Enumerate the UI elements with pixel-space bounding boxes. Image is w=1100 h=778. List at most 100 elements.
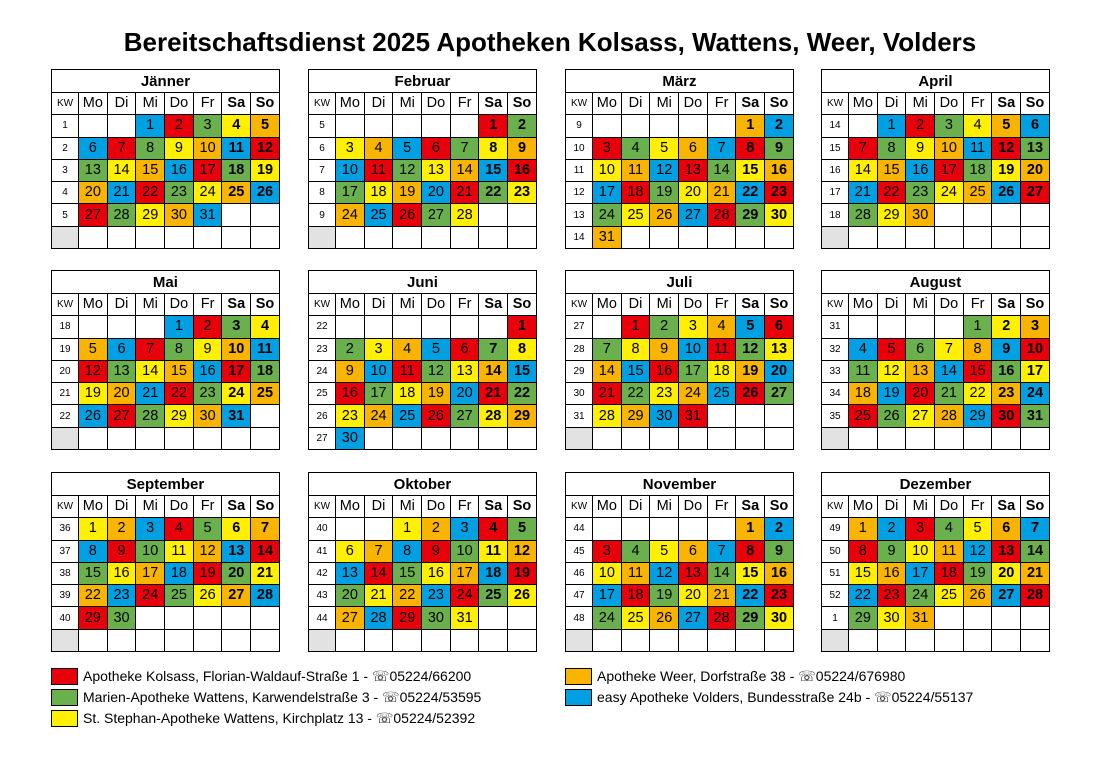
weekday-header: Fr: [706, 494, 737, 519]
week-number: 5: [51, 203, 79, 227]
day-cell: 22: [735, 181, 766, 205]
day-cell: 28: [1020, 584, 1050, 608]
day-cell: 3: [363, 337, 394, 361]
day-cell: 18: [250, 359, 280, 384]
weekday-header: Di: [106, 494, 137, 519]
day-cell: 15: [507, 359, 537, 384]
weekday-header: Di: [620, 91, 651, 116]
week-row: 36 1 2 3 4 5 6 7: [51, 517, 280, 541]
day-cell: 31: [678, 404, 708, 428]
empty-day-cell: [135, 426, 166, 451]
day-cell: 19: [962, 561, 993, 586]
day-cell: 23: [876, 584, 907, 608]
day-cell: 5: [962, 517, 993, 541]
empty-day-cell: [449, 225, 480, 250]
day-cell: 21: [449, 181, 480, 205]
week-number: 4: [51, 181, 79, 205]
day-cell: 22: [962, 382, 993, 406]
week-number: 40: [51, 606, 79, 630]
empty-day-cell: [421, 225, 451, 250]
week-number: [308, 225, 336, 250]
week-number: 8: [308, 181, 336, 205]
day-cell: 9: [649, 337, 680, 361]
empty-day-cell: [706, 114, 737, 138]
day-cell: 16: [905, 158, 936, 183]
week-number: 9: [308, 203, 336, 227]
day-cell: 23: [764, 181, 794, 205]
day-cell: 31: [592, 225, 622, 250]
week-row: 46 10 11 12 13 14 15 16: [565, 561, 794, 586]
empty-day-cell: [649, 517, 680, 541]
kw-header: KW: [51, 494, 79, 519]
empty-day-cell: [876, 426, 907, 451]
empty-day-cell: [363, 315, 394, 339]
day-cell: 8: [392, 539, 423, 563]
weekday-header: Mo: [592, 292, 622, 317]
day-cell: 24: [135, 584, 166, 608]
empty-day-cell: [135, 225, 166, 250]
month-name: November: [565, 472, 794, 496]
day-cell: 28: [106, 203, 137, 227]
empty-day-cell: [592, 426, 622, 451]
empty-day-cell: [250, 404, 280, 428]
day-cell: 14: [478, 359, 509, 384]
day-cell: 14: [1020, 539, 1050, 563]
day-cell: 6: [335, 539, 365, 563]
day-cell: 1: [735, 517, 766, 541]
day-cell: 25: [221, 181, 252, 205]
day-cell: 23: [764, 584, 794, 608]
day-cell: 13: [1020, 136, 1050, 160]
empty-day-cell: [192, 628, 223, 653]
empty-day-cell: [478, 628, 509, 653]
day-cell: 15: [876, 158, 907, 183]
week-row: 11 10 11 12 13 14 15 16: [565, 158, 794, 183]
day-cell: 5: [991, 114, 1022, 138]
week-row: 29 14 15 16 17 18 19 20: [565, 359, 794, 384]
day-cell: 10: [363, 359, 394, 384]
empty-day-cell: [934, 426, 964, 451]
week-row: 50 8 9 10 11 12 13 14: [821, 539, 1050, 563]
empty-day-cell: [507, 606, 537, 630]
day-cell: 28: [478, 404, 509, 428]
week-number: 14: [821, 114, 849, 138]
empty-day-cell: [135, 628, 166, 653]
day-cell: 29: [135, 203, 166, 227]
weekday-header: Sa: [735, 292, 766, 317]
day-cell: 3: [592, 136, 622, 160]
empty-day-cell: [678, 628, 708, 653]
day-cell: 1: [164, 315, 194, 339]
week-number: 14: [565, 225, 593, 250]
day-cell: 28: [934, 404, 964, 428]
month-name: Dezember: [821, 472, 1050, 496]
legend-label: St. Stephan-Apotheke Wattens, Kirchplatz…: [83, 710, 476, 726]
day-cell: 11: [962, 136, 993, 160]
day-cell: 9: [335, 359, 365, 384]
weekday-header: Mo: [848, 494, 878, 519]
month-table: Dezember KW Mo Di Mi Do Fr Sa So 49 1 2 3 4 5 6 7 50 8 9 10 1…: [821, 472, 1050, 653]
day-cell: 25: [934, 584, 964, 608]
day-cell: 20: [991, 561, 1022, 586]
week-number: 2: [51, 136, 79, 160]
week-row: 12 17 18 19 20 21 22 23: [565, 181, 794, 205]
empty-day-cell: [507, 628, 537, 653]
day-cell: 9: [106, 539, 137, 563]
day-cell: 7: [449, 136, 480, 160]
day-cell: 8: [78, 539, 108, 563]
day-cell: 23: [507, 181, 537, 205]
empty-day-cell: [250, 606, 280, 630]
day-cell: 25: [848, 404, 878, 428]
day-cell: 7: [1020, 517, 1050, 541]
empty-day-cell: [1020, 628, 1050, 653]
day-cell: 23: [991, 382, 1022, 406]
week-row: [821, 628, 1050, 653]
day-cell: 19: [649, 584, 680, 608]
empty-day-cell: [250, 628, 280, 653]
week-row: 33 11 12 13 14 15 16 17: [821, 359, 1050, 384]
day-cell: 13: [991, 539, 1022, 563]
week-row: [51, 225, 280, 250]
day-cell: 30: [905, 203, 936, 227]
day-cell: 19: [78, 382, 108, 406]
week-number: 52: [821, 584, 849, 608]
day-cell: 17: [592, 584, 622, 608]
weekday-header: Fr: [706, 292, 737, 317]
